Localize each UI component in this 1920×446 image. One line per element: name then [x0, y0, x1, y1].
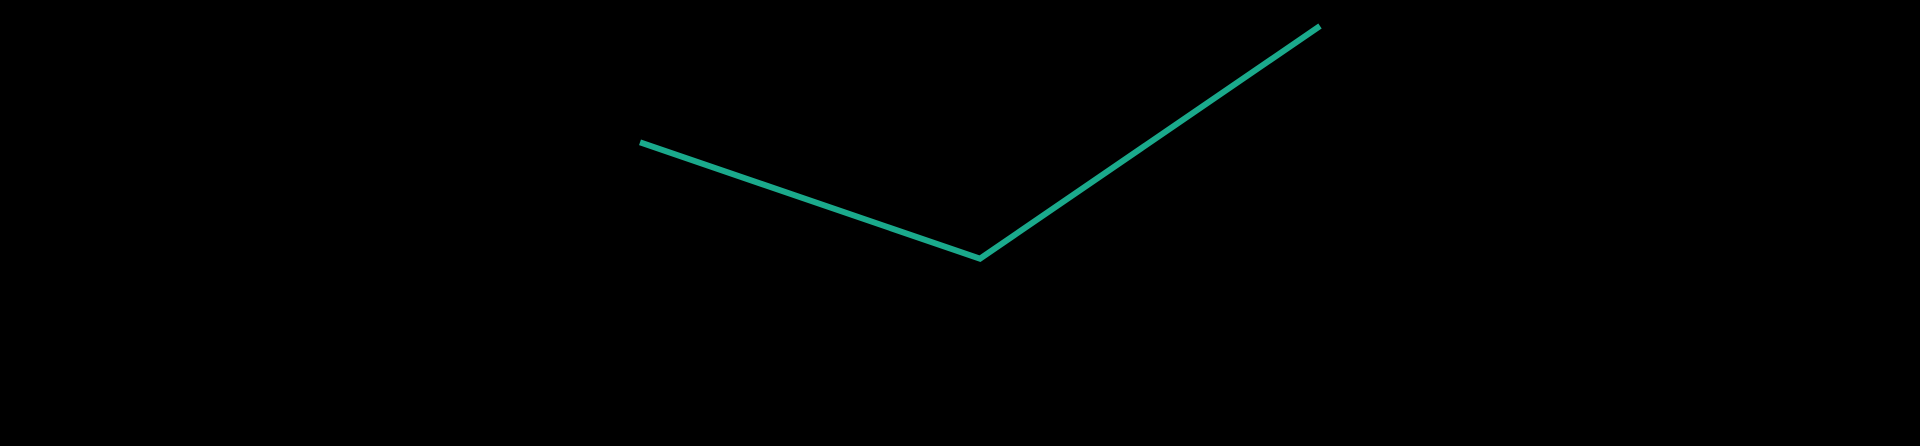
series-layer — [639, 23, 1322, 262]
series-line-0 — [639, 23, 1322, 262]
